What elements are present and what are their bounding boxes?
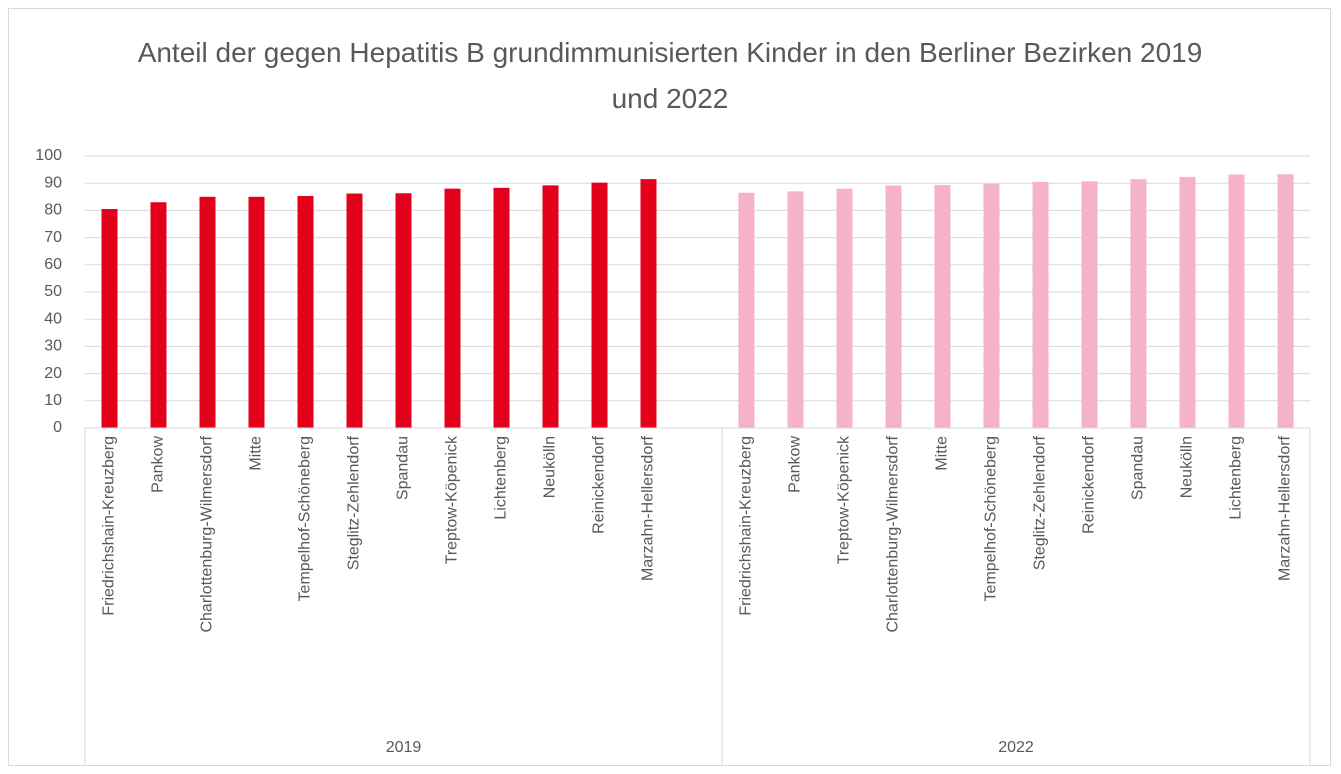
y-tick-label: 100 — [35, 147, 62, 164]
x-tick-label: Spandau — [395, 436, 412, 500]
y-tick-label: 60 — [44, 256, 62, 273]
x-tick-label: Steglitz-Zehlendorf — [1032, 435, 1049, 570]
bar — [1228, 174, 1245, 428]
chart-border — [8, 8, 1331, 766]
x-tick-label: Friedrichshain-Kreuzberg — [738, 436, 755, 616]
bar — [787, 191, 804, 428]
x-tick-label: Treptow-Köpenick — [836, 435, 853, 564]
group-label: 2022 — [998, 739, 1034, 756]
bar — [836, 188, 853, 428]
bar — [1032, 181, 1049, 428]
x-tick-label: Friedrichshain-Kreuzberg — [101, 436, 118, 616]
bar — [297, 195, 314, 428]
bar — [591, 182, 608, 428]
bar — [1130, 179, 1147, 428]
x-tick-label: Neukölln — [1179, 436, 1196, 498]
y-tick-label: 90 — [44, 174, 62, 191]
x-tick-label: Marzahn-Hellersdorf — [1277, 435, 1294, 580]
x-tick-label: Steglitz-Zehlendorf — [346, 435, 363, 570]
bar — [885, 185, 902, 428]
bar — [1081, 181, 1098, 428]
bar — [1179, 176, 1196, 428]
x-tick-label: Lichtenberg — [1228, 436, 1245, 520]
x-tick-label: Mitte — [248, 436, 265, 471]
y-tick-label: 20 — [44, 365, 62, 382]
bar — [395, 193, 412, 428]
x-tick-label: Treptow-Köpenick — [444, 435, 461, 564]
bar — [934, 185, 951, 428]
y-tick-label: 80 — [44, 202, 62, 219]
bar — [1277, 174, 1294, 428]
x-tick-label: Lichtenberg — [493, 436, 510, 520]
y-tick-label: 0 — [53, 419, 62, 436]
x-tick-label: Tempelhof-Schöneberg — [297, 436, 314, 601]
y-tick-label: 70 — [44, 229, 62, 246]
bar — [640, 179, 657, 428]
bar — [101, 209, 118, 428]
group-label: 2019 — [386, 739, 422, 756]
x-tick-label: Spandau — [1130, 436, 1147, 500]
y-tick-label: 30 — [44, 338, 62, 355]
chart-title: Anteil der gegen Hepatitis B grundimmuni… — [137, 37, 1203, 114]
x-tick-label: Reinickendorf — [591, 435, 608, 533]
y-tick-label: 40 — [44, 310, 62, 327]
bar — [493, 187, 510, 428]
x-tick-label: Pankow — [787, 436, 804, 493]
bar — [444, 188, 461, 428]
x-tick-label: Tempelhof-Schöneberg — [983, 436, 1000, 601]
bar — [983, 183, 1000, 428]
x-tick-label: Neukölln — [542, 436, 559, 498]
x-tick-label: Reinickendorf — [1081, 435, 1098, 533]
x-tick-label: Marzahn-Hellersdorf — [640, 435, 657, 580]
bar — [150, 202, 167, 428]
x-tick-label: Charlottenburg-Wilmersdorf — [199, 435, 216, 632]
x-tick-label: Mitte — [934, 436, 951, 471]
x-tick-label: Charlottenburg-Wilmersdorf — [885, 435, 902, 632]
y-tick-label: 10 — [44, 392, 62, 409]
bar — [346, 193, 363, 428]
bar — [199, 196, 216, 428]
x-tick-label: Pankow — [150, 436, 167, 493]
y-tick-label: 50 — [44, 283, 62, 300]
bar — [248, 196, 265, 428]
bar — [542, 185, 559, 428]
bar — [738, 192, 755, 428]
